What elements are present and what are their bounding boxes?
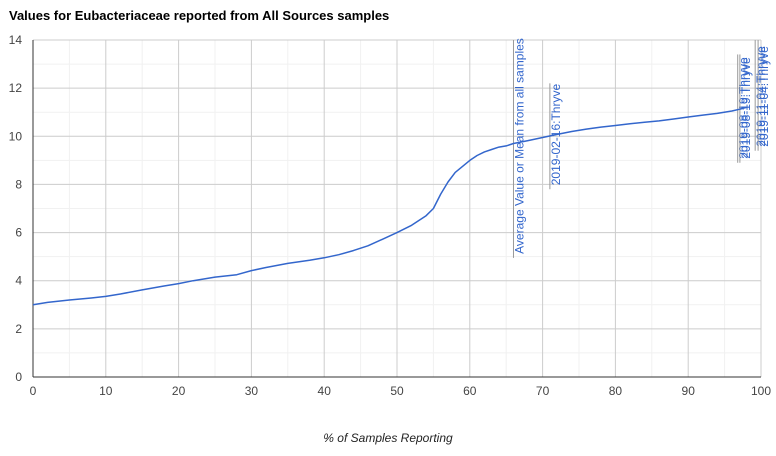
y-tick-label: 6: [15, 226, 22, 240]
annotation-label: 2019-11-04:Thryve: [757, 46, 771, 147]
x-tick-label: 60: [463, 384, 477, 398]
x-tick-label: 50: [390, 384, 404, 398]
y-tick-label: 8: [15, 177, 22, 191]
y-tick-label: 12: [9, 81, 23, 95]
x-tick-label: 0: [30, 384, 37, 398]
x-tick-label: 10: [99, 384, 113, 398]
y-tick-label: 4: [15, 274, 22, 288]
chart-title: Values for Eubacteriaceae reported from …: [9, 8, 390, 23]
y-tick-label: 2: [15, 322, 22, 336]
x-axis-title: % of Samples Reporting: [323, 431, 453, 445]
annotation-label: Average Value or Mean from all samples: [512, 38, 526, 254]
x-tick-label: 90: [682, 384, 696, 398]
y-tick-label: 10: [9, 129, 23, 143]
series-line: [32, 106, 747, 306]
x-tick-label: 80: [609, 384, 623, 398]
y-tick-label: 0: [15, 370, 22, 384]
x-tick-label: 100: [751, 384, 771, 398]
x-tick-label: 40: [318, 384, 332, 398]
x-tick-label: 20: [172, 384, 186, 398]
x-tick-label: 70: [536, 384, 550, 398]
y-tick-label: 14: [9, 33, 23, 47]
x-tick-label: 30: [245, 384, 259, 398]
